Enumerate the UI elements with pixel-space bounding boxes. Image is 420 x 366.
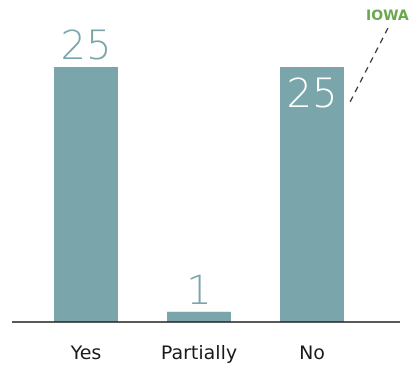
tick-label-partially: Partially (161, 342, 237, 364)
value-label-no: 25 (287, 71, 338, 117)
value-labels-group: 25 1 25 (61, 23, 338, 314)
bars-group (54, 67, 344, 322)
value-label-partially: 1 (186, 268, 211, 314)
callout-leader-line (347, 27, 389, 107)
bar-partially (167, 311, 231, 322)
callout-group: IOWA (347, 8, 409, 107)
value-label-yes: 25 (61, 23, 112, 69)
tick-label-yes: Yes (70, 342, 102, 364)
bar-yes (54, 67, 118, 322)
callout-label-iowa: IOWA (366, 8, 409, 24)
bar-no (280, 67, 344, 322)
tick-label-no: No (299, 342, 325, 364)
x-tick-labels-group: Yes Partially No (70, 342, 325, 364)
